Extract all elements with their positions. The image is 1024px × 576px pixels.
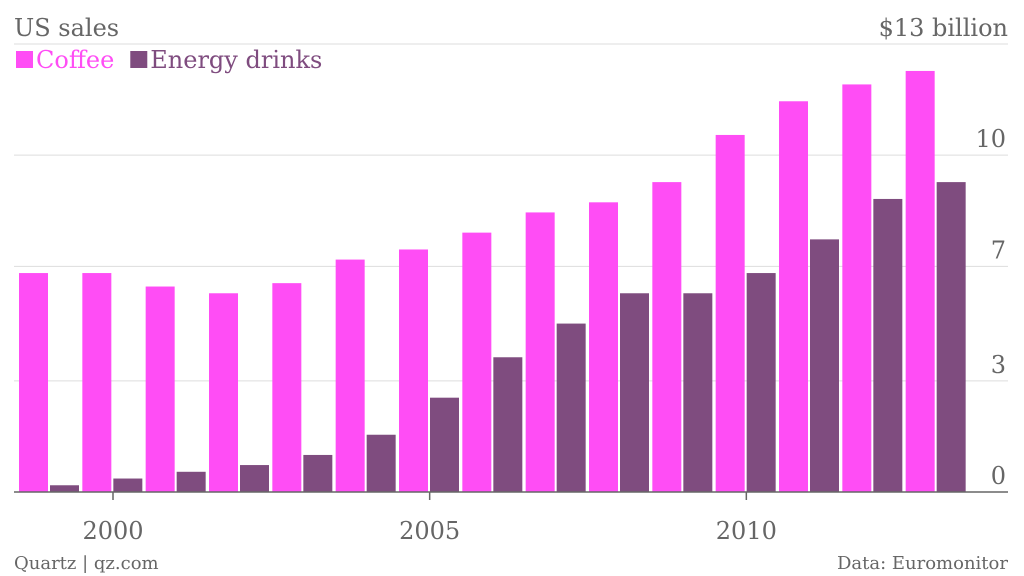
bar-energy-drinks-2013 [936,182,966,492]
legend-label-energy-drinks: Energy drinks [150,46,322,74]
bar-coffee-2010 [715,134,745,492]
y-tick-label: 7 [991,236,1006,264]
x-axis-ticks: 2000 2005 2010 [82,492,777,545]
x-tick-label: 2005 [399,517,460,545]
bar-energy-drinks-2009 [683,293,713,492]
bar-coffee-2012 [842,84,872,492]
bar-coffee-2005 [399,249,428,492]
bar-energy-drinks-2008 [620,293,649,492]
bar-coffee-2000 [82,273,112,492]
source-credit: Quartz | qz.com [14,553,159,574]
bar-energy-drinks-2000 [113,478,143,492]
legend: Coffee Energy drinks [16,46,322,74]
bar-energy-drinks-2003 [303,454,333,492]
x-tick-label: 2010 [716,517,777,545]
bar-energy-drinks-2010 [746,273,776,492]
data-source: Data: Euromonitor [837,553,1008,574]
bar-coffee-2009 [652,182,682,492]
chart-title: US sales [14,14,119,42]
x-tick-label: 2000 [82,517,143,545]
bar-energy-drinks-2012 [873,198,903,492]
bar-coffee-2013 [905,70,935,493]
bars [19,70,966,493]
bar-coffee-2004 [335,259,365,492]
bar-energy-drinks-2006 [493,357,523,492]
y-tick-label: 0 [991,462,1006,490]
bar-energy-drinks-2011 [810,239,839,492]
bar-coffee-2002 [209,293,238,492]
bar-energy-drinks-2005 [430,397,459,492]
y-tick-label: 3 [991,351,1006,379]
y-axis-ticks: 0 3 7 10 [975,125,1006,490]
bar-coffee-2003 [272,283,302,492]
bar-energy-drinks-2004 [366,434,396,492]
bar-coffee-2007 [525,212,555,492]
bar-coffee-2006 [462,232,492,492]
bar-energy-drinks-2001 [176,471,206,492]
bar-energy-drinks-2002 [240,465,269,492]
bar-coffee-1999 [19,273,48,492]
legend-swatch-energy-drinks [130,51,148,68]
bar-coffee-2008 [589,202,618,492]
bar-coffee-2011 [779,101,808,493]
legend-swatch-coffee [16,51,33,68]
legend-label-coffee: Coffee [36,46,114,74]
bar-energy-drinks-2007 [556,323,586,492]
chart-unit-label: $13 billion [879,14,1008,42]
bar-coffee-2001 [145,286,175,492]
y-tick-label: 10 [975,125,1006,153]
bar-energy-drinks-1999 [50,485,79,492]
